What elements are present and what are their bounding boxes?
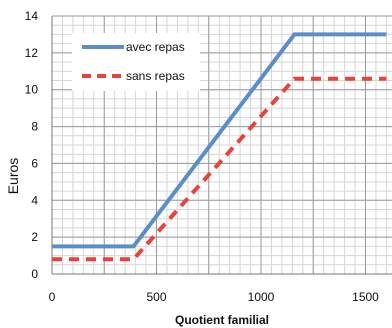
y-tick-label: 4	[31, 193, 38, 207]
y-tick-labels: 0 2 4 6 8 10 12 14	[25, 9, 39, 281]
x-tick-label: 0	[49, 290, 56, 304]
y-tick-label: 8	[31, 120, 38, 134]
legend-label-avec-repas: avec repas	[126, 40, 185, 54]
axes	[51, 16, 392, 275]
series-line-avec-repas	[52, 32, 387, 249]
y-tick-label: 14	[25, 9, 39, 23]
y-tick-label: 6	[31, 156, 38, 170]
y-tick-label: 0	[31, 267, 38, 281]
legend-box	[72, 33, 200, 91]
x-tick-label: 500	[146, 290, 166, 304]
x-tick-label: 1500	[352, 290, 379, 304]
series-line-sans-repas	[52, 76, 387, 262]
y-tick-label: 2	[31, 230, 38, 244]
legend-label-sans-repas: sans repas	[126, 69, 185, 83]
y-tick-label: 12	[25, 46, 39, 60]
x-tick-labels: 0 500 1000 1500	[49, 290, 380, 304]
x-axis-title: Quotient familial	[175, 313, 269, 327]
y-tick-label: 10	[25, 83, 39, 97]
series-layer	[52, 32, 387, 262]
x-tick-label: 1000	[248, 290, 275, 304]
legend: avec repas sans repas	[72, 33, 200, 91]
y-axis-title: Euros	[5, 158, 21, 195]
